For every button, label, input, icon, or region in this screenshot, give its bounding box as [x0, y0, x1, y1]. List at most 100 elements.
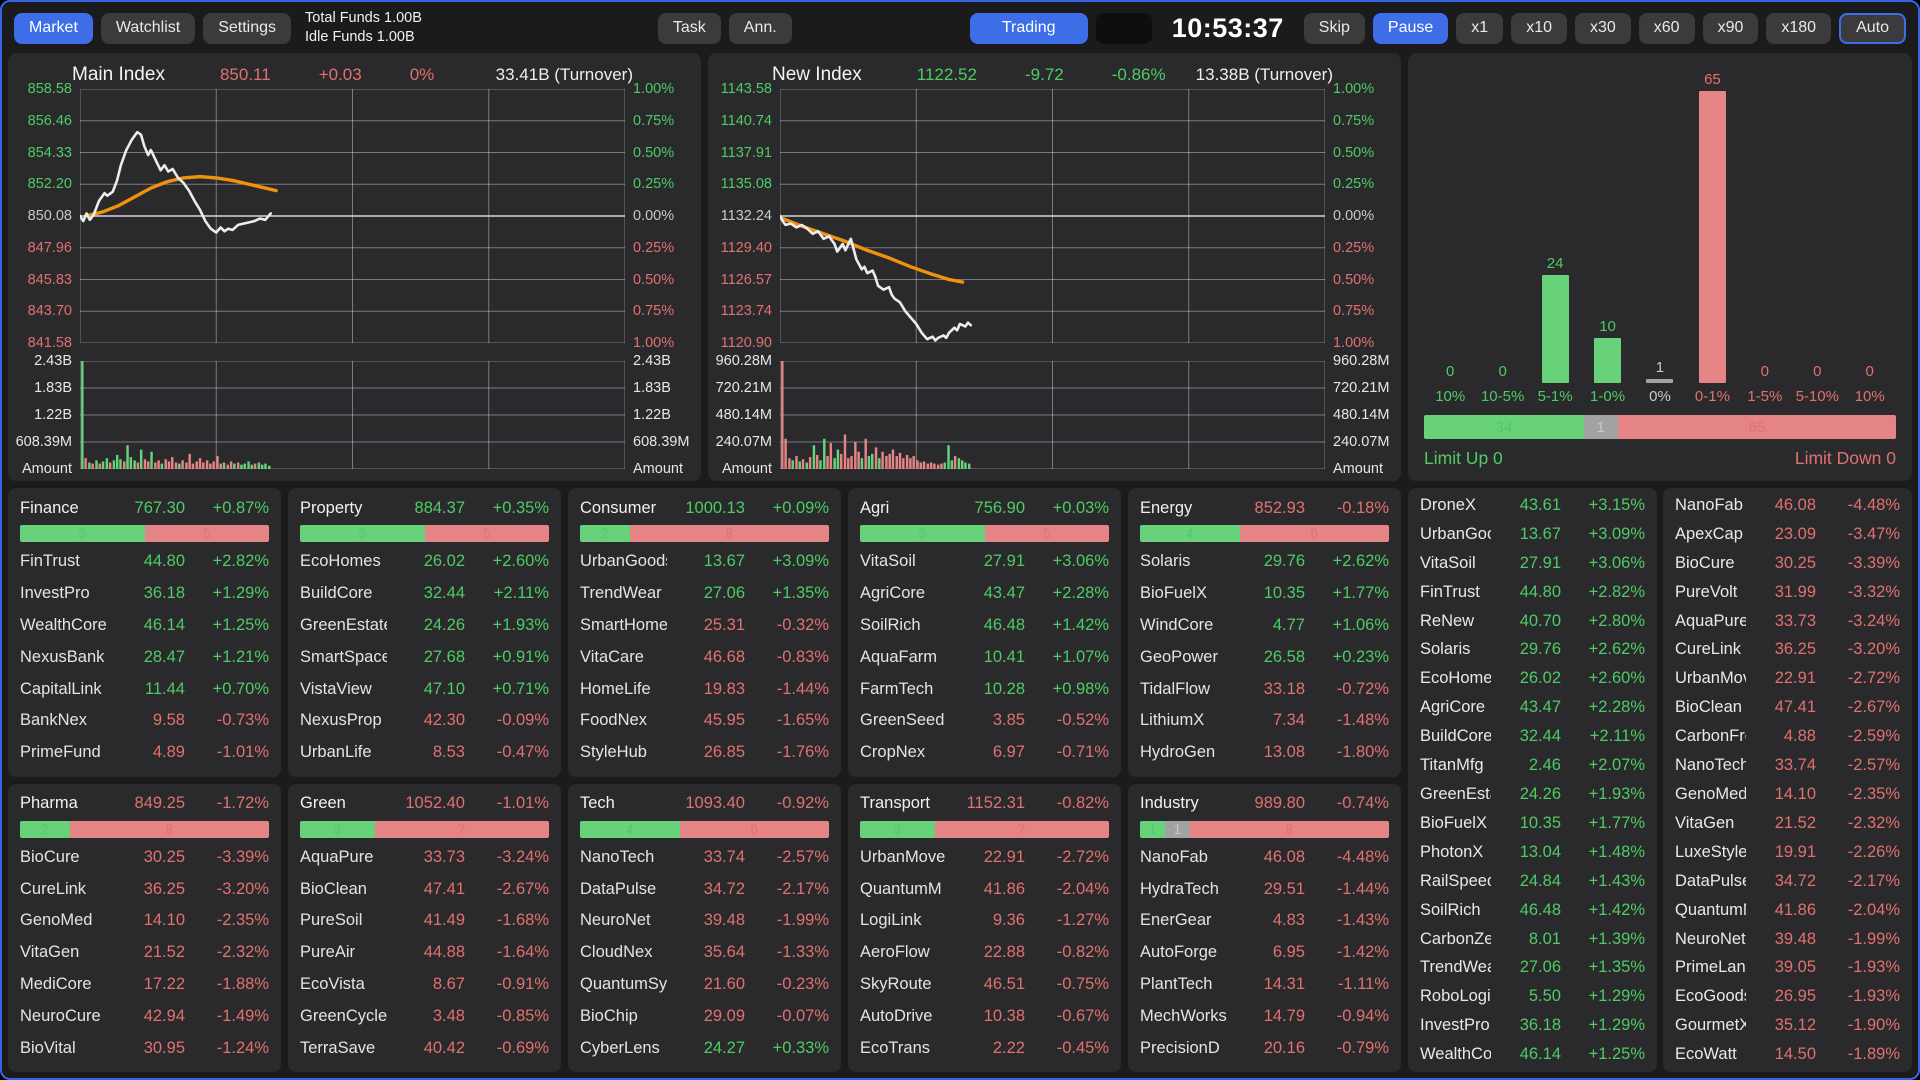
stock-row[interactable]: AutoDrive 10.38 -0.67%	[860, 1003, 1109, 1030]
stock-row[interactable]: CapitalLink 11.44 +0.70%	[20, 676, 269, 703]
mover-row[interactable]: AquaPure 33.73 -3.24%	[1663, 607, 1912, 636]
stock-row[interactable]: StyleHub 26.85 -1.76%	[580, 739, 829, 766]
stock-row[interactable]: MediCore 17.22 -1.88%	[20, 971, 269, 998]
sector-header[interactable]: Finance 767.30 +0.87%	[20, 495, 269, 521]
stock-row[interactable]: EnerGear 4.83 -1.43%	[1140, 907, 1389, 934]
stock-row[interactable]: BankNex 9.58 -0.73%	[20, 707, 269, 734]
speed-x30-button[interactable]: x30	[1574, 12, 1631, 44]
main-volume-chart[interactable]	[80, 361, 625, 469]
mover-row[interactable]: BioClean 47.41 -2.67%	[1663, 693, 1912, 722]
stock-row[interactable]: BioCure 30.25 -3.39%	[20, 844, 269, 871]
stock-row[interactable]: InvestPro 36.18 +1.29%	[20, 580, 269, 607]
mover-row[interactable]: CarbonFree 4.88 -2.59%	[1663, 722, 1912, 751]
stock-row[interactable]: HydroGen 13.08 -1.80%	[1140, 739, 1389, 766]
stock-row[interactable]: WealthCore 46.14 +1.25%	[20, 612, 269, 639]
mover-row[interactable]: Solaris 29.76 +2.62%	[1408, 636, 1657, 665]
mover-row[interactable]: NanoFab 46.08 -4.48%	[1663, 491, 1912, 520]
stock-row[interactable]: BuildCore 32.44 +2.11%	[300, 580, 549, 607]
stock-row[interactable]: GreenCycle 3.48 -0.85%	[300, 1003, 549, 1030]
stock-row[interactable]: NeuroCure 42.94 -1.49%	[20, 1003, 269, 1030]
mover-row[interactable]: UrbanGoods 13.67 +3.09%	[1408, 520, 1657, 549]
mover-row[interactable]: BuildCore 32.44 +2.11%	[1408, 722, 1657, 751]
stock-row[interactable]: LogiLink 9.36 -1.27%	[860, 907, 1109, 934]
mover-row[interactable]: PureVolt 31.99 -3.32%	[1663, 578, 1912, 607]
stock-row[interactable]: BioClean 47.41 -2.67%	[300, 876, 549, 903]
stock-row[interactable]: WindCore 4.77 +1.06%	[1140, 612, 1389, 639]
mover-row[interactable]: NanoTech 33.74 -2.57%	[1663, 751, 1912, 780]
speed-x180-button[interactable]: x180	[1766, 12, 1832, 44]
mover-row[interactable]: VitaSoil 27.91 +3.06%	[1408, 549, 1657, 578]
stock-row[interactable]: EcoHomes 26.02 +2.60%	[300, 548, 549, 575]
stock-row[interactable]: VitaCare 46.68 -0.83%	[580, 644, 829, 671]
main-price-chart[interactable]	[80, 89, 625, 343]
stock-row[interactable]: GreenEstate 24.26 +1.93%	[300, 612, 549, 639]
stock-row[interactable]: BioFuelX 10.35 +1.77%	[1140, 580, 1389, 607]
sector-header[interactable]: Agri 756.90 +0.03%	[860, 495, 1109, 521]
mover-row[interactable]: DroneX 43.61 +3.15%	[1408, 491, 1657, 520]
sector-header[interactable]: Industry 989.80 -0.74%	[1140, 791, 1389, 817]
mover-row[interactable]: RailSpeed 24.84 +1.43%	[1408, 867, 1657, 896]
sector-header[interactable]: Energy 852.93 -0.18%	[1140, 495, 1389, 521]
stock-row[interactable]: TrendWear 27.06 +1.35%	[580, 580, 829, 607]
stock-row[interactable]: PrecisionD 20.16 -0.79%	[1140, 1035, 1389, 1062]
stock-row[interactable]: SmartHome 25.31 -0.32%	[580, 612, 829, 639]
stock-row[interactable]: NexusBank 28.47 +1.21%	[20, 644, 269, 671]
mover-row[interactable]: EcoWatt 14.50 -1.89%	[1663, 1040, 1912, 1069]
stock-row[interactable]: DataPulse 34.72 -2.17%	[580, 876, 829, 903]
tab-market[interactable]: Market	[14, 12, 93, 44]
mover-row[interactable]: BioFuelX 10.35 +1.77%	[1408, 809, 1657, 838]
auto-speed-button[interactable]: Auto	[1839, 12, 1906, 44]
mover-row[interactable]: NeuroNet 39.48 -1.99%	[1663, 925, 1912, 954]
stock-row[interactable]: CropNex 6.97 -0.71%	[860, 739, 1109, 766]
task-button[interactable]: Task	[657, 12, 721, 44]
stock-row[interactable]: AeroFlow 22.88 -0.82%	[860, 939, 1109, 966]
stock-row[interactable]: PrimeFund 4.89 -1.01%	[20, 739, 269, 766]
stock-row[interactable]: QuantumM 41.86 -2.04%	[860, 876, 1109, 903]
stock-row[interactable]: SkyRoute 46.51 -0.75%	[860, 971, 1109, 998]
stock-row[interactable]: SoilRich 46.48 +1.42%	[860, 612, 1109, 639]
stock-row[interactable]: HydraTech 29.51 -1.44%	[1140, 876, 1389, 903]
stock-row[interactable]: PureSoil 41.49 -1.68%	[300, 907, 549, 934]
mover-row[interactable]: GreenEstate 24.26 +1.93%	[1408, 780, 1657, 809]
mover-row[interactable]: UrbanMove 22.91 -2.72%	[1663, 664, 1912, 693]
speed-x90-button[interactable]: x90	[1702, 12, 1759, 44]
pause-button[interactable]: Pause	[1372, 12, 1449, 44]
stock-row[interactable]: EcoVista 8.67 -0.91%	[300, 971, 549, 998]
mover-row[interactable]: PrimeLand 39.05 -1.93%	[1663, 954, 1912, 983]
stock-row[interactable]: CyberLens 24.27 +0.33%	[580, 1035, 829, 1062]
stock-row[interactable]: Solaris 29.76 +2.62%	[1140, 548, 1389, 575]
mover-row[interactable]: CureLink 36.25 -3.20%	[1663, 636, 1912, 665]
stock-row[interactable]: AgriCore 43.47 +2.28%	[860, 580, 1109, 607]
mover-row[interactable]: ApexCap 23.09 -3.47%	[1663, 520, 1912, 549]
stock-row[interactable]: NeuroNet 39.48 -1.99%	[580, 907, 829, 934]
stock-row[interactable]: VistaView 47.10 +0.71%	[300, 676, 549, 703]
stock-row[interactable]: GenoMed 14.10 -2.35%	[20, 907, 269, 934]
stock-row[interactable]: BioChip 29.09 -0.07%	[580, 1003, 829, 1030]
stock-row[interactable]: CloudNex 35.64 -1.33%	[580, 939, 829, 966]
stock-row[interactable]: UrbanMove 22.91 -2.72%	[860, 844, 1109, 871]
tab-settings[interactable]: Settings	[203, 12, 292, 44]
stock-row[interactable]: TerraSave 40.42 -0.69%	[300, 1035, 549, 1062]
stock-row[interactable]: UrbanGoods 13.67 +3.09%	[580, 548, 829, 575]
mover-row[interactable]: QuantumM 41.86 -2.04%	[1663, 896, 1912, 925]
sector-header[interactable]: Green 1052.40 -1.01%	[300, 791, 549, 817]
skip-button[interactable]: Skip	[1303, 12, 1365, 44]
stock-row[interactable]: SmartSpace 27.68 +0.91%	[300, 644, 549, 671]
stock-row[interactable]: FoodNex 45.95 -1.65%	[580, 707, 829, 734]
stock-row[interactable]: GeoPower 26.58 +0.23%	[1140, 644, 1389, 671]
stock-row[interactable]: NanoTech 33.74 -2.57%	[580, 844, 829, 871]
sector-header[interactable]: Consumer 1000.13 +0.09%	[580, 495, 829, 521]
mover-row[interactable]: WealthCore 46.14 +1.25%	[1408, 1040, 1657, 1069]
stock-row[interactable]: QuantumSys 21.60 -0.23%	[580, 971, 829, 998]
new-price-chart[interactable]	[780, 89, 1325, 343]
stock-row[interactable]: PlantTech 14.31 -1.11%	[1140, 971, 1389, 998]
sector-header[interactable]: Property 884.37 +0.35%	[300, 495, 549, 521]
stock-row[interactable]: PureAir 44.88 -1.64%	[300, 939, 549, 966]
mover-row[interactable]: AgriCore 43.47 +2.28%	[1408, 693, 1657, 722]
stock-row[interactable]: MechWorks 14.79 -0.94%	[1140, 1003, 1389, 1030]
stock-row[interactable]: NanoFab 46.08 -4.48%	[1140, 844, 1389, 871]
mover-row[interactable]: LuxeStyle 19.91 -2.26%	[1663, 838, 1912, 867]
mover-row[interactable]: ReNew 40.70 +2.80%	[1408, 607, 1657, 636]
stock-row[interactable]: HomeLife 19.83 -1.44%	[580, 676, 829, 703]
mover-row[interactable]: BioCure 30.25 -3.39%	[1663, 549, 1912, 578]
